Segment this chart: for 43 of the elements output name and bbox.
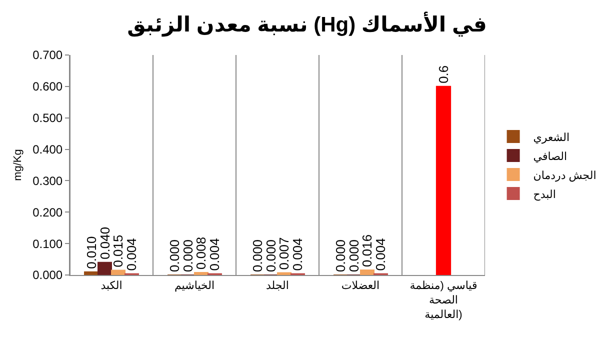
data-label: 0.000: [250, 239, 265, 272]
data-label: 0.000: [166, 239, 182, 272]
legend-label: البدح: [533, 188, 556, 201]
legend-label: الصافي: [533, 150, 568, 163]
data-label: 0.040: [97, 226, 112, 260]
data-label: 0.016: [360, 234, 375, 267]
bar: [194, 272, 208, 275]
y-tick-label: 0.600: [32, 80, 63, 94]
bar: [84, 271, 99, 275]
bar: [98, 262, 112, 275]
x-tick-label: العضلات: [341, 280, 380, 292]
x-tick-label: الجلد: [266, 280, 289, 292]
y-tick-label: 0.700: [32, 48, 63, 62]
x-tick-label: الخياشيم: [174, 280, 215, 292]
data-label: 0.004: [290, 238, 306, 271]
x-tick-label: قياسي (منظمة الصحة العالمية): [410, 280, 478, 321]
y-tick-label: 0.000: [32, 268, 63, 282]
data-label: 0.004: [124, 238, 140, 271]
bar: [436, 86, 452, 275]
y-tick-label: 0.300: [32, 174, 63, 188]
y-tick-label: 0.400: [32, 142, 63, 156]
data-label: 0.000: [332, 239, 348, 272]
data-label: 0.007: [276, 237, 292, 270]
legend-label: الجش دردمان: [533, 170, 596, 182]
data-label: 0.000: [346, 239, 362, 272]
y-tick-label: 0.100: [32, 236, 63, 251]
chart-title: نسبة معدن الزئبق (Hg) في الأسماك: [127, 12, 487, 38]
x-tick-label: الكبد: [100, 280, 122, 292]
data-label: 0.000: [263, 239, 278, 272]
data-label: 0.008: [194, 236, 209, 270]
bar: [360, 269, 374, 275]
y-axis-title: mg/Kg: [12, 149, 24, 181]
data-label: 0.015: [110, 234, 126, 268]
bar: [111, 270, 126, 275]
data-label: 0.6: [436, 65, 452, 84]
data-label: 0.000: [180, 239, 196, 272]
bar: [277, 272, 292, 275]
data-label: 0.004: [207, 238, 222, 271]
data-label: 0.004: [373, 238, 388, 271]
y-tick-label: 0.200: [32, 205, 63, 220]
y-tick-label: 0.500: [32, 111, 63, 126]
legend-label: الشعري: [533, 132, 570, 144]
data-label: 0.010: [84, 236, 99, 269]
